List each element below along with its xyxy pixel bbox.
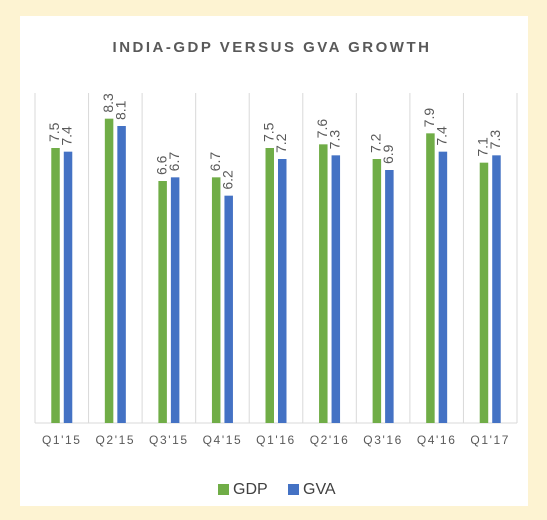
bar (170, 177, 180, 423)
bar (158, 181, 167, 423)
bar (63, 151, 73, 423)
x-tick-label: Q3'16 (363, 433, 403, 447)
bar (385, 170, 394, 423)
data-label: 7.3 (327, 130, 343, 150)
bar (479, 162, 489, 423)
data-label: 6.6 (153, 155, 169, 175)
data-label: 7.5 (260, 122, 276, 142)
bar (331, 155, 341, 424)
x-tick-label: Q4'16 (417, 433, 457, 447)
bar (492, 155, 501, 424)
data-label: 6.9 (380, 144, 396, 164)
data-label: 7.5 (46, 122, 62, 142)
x-tick-label: Q4'15 (203, 433, 243, 447)
x-tick-label: Q2'15 (96, 433, 136, 447)
legend-label: GDP (233, 481, 268, 498)
bar (426, 133, 435, 424)
data-label: 7.4 (59, 126, 75, 146)
bar (372, 159, 382, 423)
data-label: 7.2 (368, 133, 384, 153)
data-label: 7.3 (487, 130, 503, 150)
x-tick-label: Q1'17 (470, 433, 510, 447)
data-label: 8.1 (112, 100, 128, 120)
legend-swatch (288, 484, 299, 495)
legend-swatch (218, 484, 229, 495)
bar (211, 177, 221, 423)
data-label: 8.3 (100, 93, 116, 113)
bar (319, 144, 328, 424)
bar (438, 151, 448, 423)
bar (278, 159, 287, 423)
data-label: 7.9 (421, 108, 437, 128)
bar (265, 148, 274, 423)
chart-title: INDIA-GDP VERSUS GVA GROWTH (113, 39, 432, 56)
x-tick-label: Q3'15 (149, 433, 189, 447)
data-label: 6.7 (166, 152, 182, 172)
data-label: 6.2 (219, 170, 235, 190)
bar (51, 148, 60, 423)
data-label: 7.6 (314, 119, 330, 139)
x-tick-label: Q1'16 (256, 433, 296, 447)
bar (104, 118, 114, 424)
bar (117, 126, 126, 423)
bar (224, 195, 233, 423)
legend-label: GVA (303, 481, 336, 498)
data-label: 6.7 (207, 152, 223, 172)
data-label: 7.1 (475, 137, 491, 157)
data-label: 7.4 (434, 126, 450, 146)
x-tick-label: Q2'16 (310, 433, 350, 447)
data-label: 7.2 (273, 133, 289, 153)
x-tick-label: Q1'15 (42, 433, 82, 447)
